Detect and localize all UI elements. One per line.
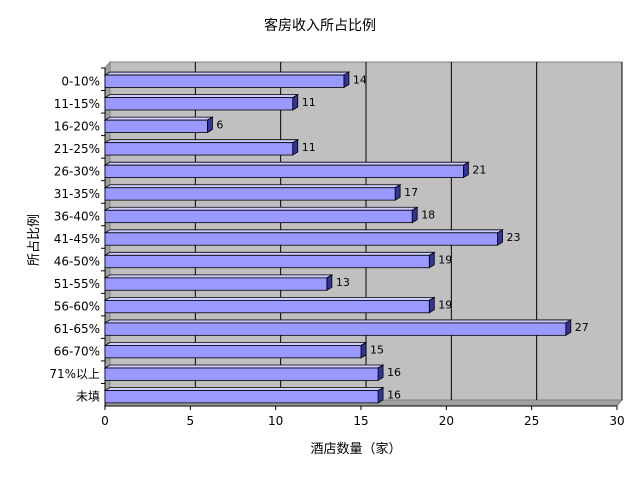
y-tick-label: 51-55% — [54, 277, 100, 291]
y-tick-label: 未填 — [76, 390, 100, 404]
bar-top-face — [103, 364, 385, 369]
data-label: 17 — [404, 186, 418, 199]
bar-top-face — [103, 139, 300, 144]
bar — [104, 74, 345, 88]
data-label: 11 — [302, 96, 316, 109]
bar-side-face — [462, 161, 469, 179]
bar — [104, 187, 396, 201]
x-tick-label: 20 — [439, 414, 454, 428]
y-tick-label: 36-40% — [54, 209, 100, 223]
y-tick-label: 66-70% — [54, 345, 100, 359]
bar-top-face — [103, 184, 402, 189]
bar-top-face — [103, 116, 214, 121]
bar-side-face — [411, 206, 418, 224]
data-label: 16 — [387, 389, 401, 402]
bar — [104, 209, 413, 224]
bar-top-face — [103, 319, 573, 324]
bar — [104, 232, 498, 246]
y-tick-label: 11-15% — [54, 97, 100, 111]
bar — [104, 277, 328, 291]
data-label: 6 — [216, 118, 223, 131]
bar-side-face — [326, 274, 333, 291]
plot-area: 0 5 10 15 20 25 30 0-10% 14 11-15% 11 16-20% 6 21-25%… — [49, 60, 625, 428]
data-label: 14 — [353, 73, 367, 86]
bar-side-face — [497, 229, 503, 246]
bar-top-face — [103, 251, 436, 256]
bar — [104, 164, 464, 178]
bar — [104, 390, 379, 404]
bar-top-face — [103, 71, 351, 76]
x-axis-title: 酒店数量（家） — [310, 441, 401, 457]
data-label: 16 — [387, 366, 401, 379]
y-tick-label: 21-25% — [54, 142, 100, 156]
bar-top-face — [103, 387, 385, 391]
bar — [104, 97, 294, 111]
bar — [104, 254, 430, 269]
bar-side-face — [428, 296, 435, 314]
bar-side-face — [565, 319, 572, 337]
bar-top-face — [103, 229, 504, 234]
x-tick-label: 30 — [609, 414, 624, 428]
bar-top-face — [103, 274, 334, 279]
bar-side-face — [377, 386, 384, 404]
x-tick-label: 25 — [524, 414, 539, 428]
bar-side-face — [428, 251, 435, 269]
y-axis-title: 所占比例 — [27, 214, 42, 266]
data-label: 23 — [507, 231, 521, 244]
y-tick-label: 56-60% — [54, 300, 100, 314]
bar — [104, 322, 567, 336]
x-tick-label: 15 — [353, 414, 368, 428]
bar-top-face — [103, 161, 470, 166]
x-tick-label: 10 — [268, 414, 283, 428]
y-tick-label: 71%以上 — [49, 367, 100, 381]
bar — [104, 367, 379, 381]
bar-top-face — [103, 342, 368, 346]
y-tick-label: 61-65% — [54, 322, 100, 336]
y-tick-label: 41-45% — [54, 232, 100, 246]
bar-side-face — [360, 341, 367, 359]
x-tick-label: 0 — [101, 414, 109, 428]
bar-side-face — [343, 71, 350, 89]
data-label: 15 — [370, 344, 384, 357]
bar-side-face — [394, 184, 401, 201]
data-label: 21 — [472, 163, 486, 176]
y-tick-label: 46-50% — [54, 255, 100, 269]
y-tick-label: 26-30% — [54, 164, 100, 178]
data-label: 13 — [336, 276, 350, 289]
chart-title: 客房收入所占比例 — [264, 17, 376, 34]
x-tick-label: 5 — [187, 414, 195, 428]
bar-side-face — [292, 138, 299, 156]
bar-top-face — [103, 206, 419, 211]
bar — [104, 345, 362, 359]
bar-side-face — [206, 116, 213, 134]
bar-top-face — [103, 94, 300, 99]
data-label: 27 — [575, 321, 589, 334]
y-tick-label: 16-20% — [54, 119, 100, 133]
bar-side-face — [377, 364, 384, 382]
data-label: 19 — [438, 299, 452, 312]
y-tick-label: 0-10% — [61, 74, 100, 88]
bar — [104, 119, 208, 133]
bar-side-face — [292, 93, 299, 111]
data-label: 18 — [421, 208, 435, 221]
y-tick-label: 31-35% — [54, 187, 100, 201]
bar — [104, 142, 294, 156]
bar — [104, 300, 430, 314]
bar-top-face — [103, 297, 436, 301]
data-label: 11 — [302, 141, 316, 154]
data-label: 19 — [438, 254, 452, 267]
